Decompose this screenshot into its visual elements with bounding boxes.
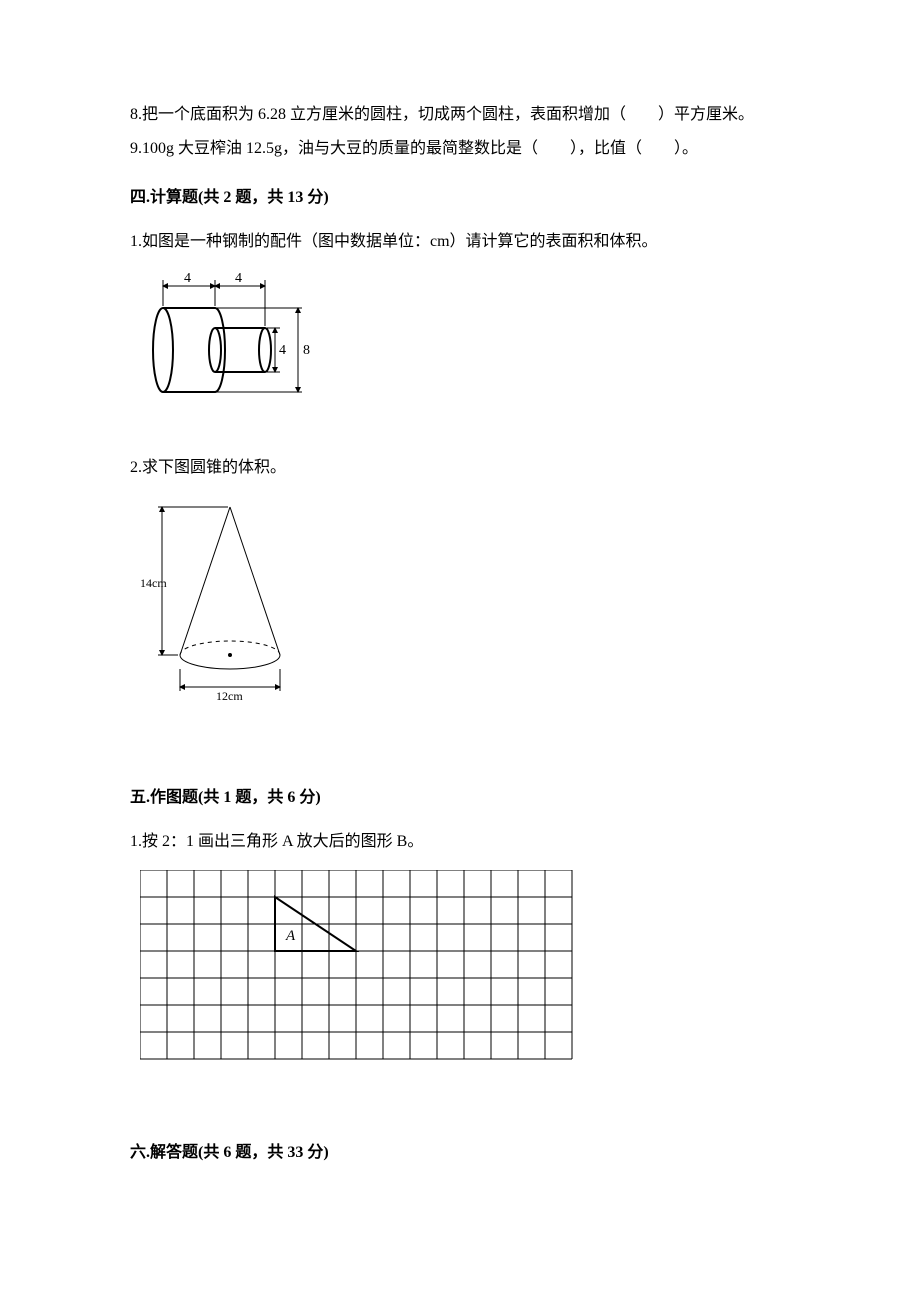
figure-cone: 14cm 12cm — [140, 495, 800, 716]
cone-base-label: 12cm — [216, 689, 243, 703]
page: 8.把一个底面积为 6.28 立方厘米的圆柱，切成两个圆柱，表面积增加（ ）平方… — [0, 0, 920, 1302]
dim-label-4a: 4 — [184, 271, 191, 286]
section-4-title: 四.计算题(共 2 题，共 13 分) — [130, 183, 800, 213]
section-5-title: 五.作图题(共 1 题，共 6 分) — [130, 783, 800, 813]
section-6-title: 六.解答题(共 6 题，共 33 分) — [130, 1138, 800, 1168]
figure-grid: A — [140, 870, 800, 1072]
question-9: 9.100g 大豆榨油 12.5g，油与大豆的质量的最简整数比是（ ），比值（ … — [130, 134, 800, 164]
section-5-q1: 1.按 2：1 画出三角形 A 放大后的图形 B。 — [130, 827, 800, 857]
section-4-q1: 1.如图是一种钢制的配件（图中数据单位：cm）请计算它的表面积和体积。 — [130, 227, 800, 257]
section-4-q2: 2.求下图圆锥的体积。 — [130, 453, 800, 483]
dim-label-4b: 4 — [235, 271, 242, 286]
triangle-label-a: A — [285, 928, 296, 944]
cone-height-label: 14cm — [140, 576, 167, 590]
dim-label-4c: 4 — [279, 343, 286, 358]
question-8: 8.把一个底面积为 6.28 立方厘米的圆柱，切成两个圆柱，表面积增加（ ）平方… — [130, 100, 800, 130]
figure-cylinder-part: 4 4 4 8 — [140, 270, 800, 421]
dim-label-8: 8 — [303, 343, 310, 358]
